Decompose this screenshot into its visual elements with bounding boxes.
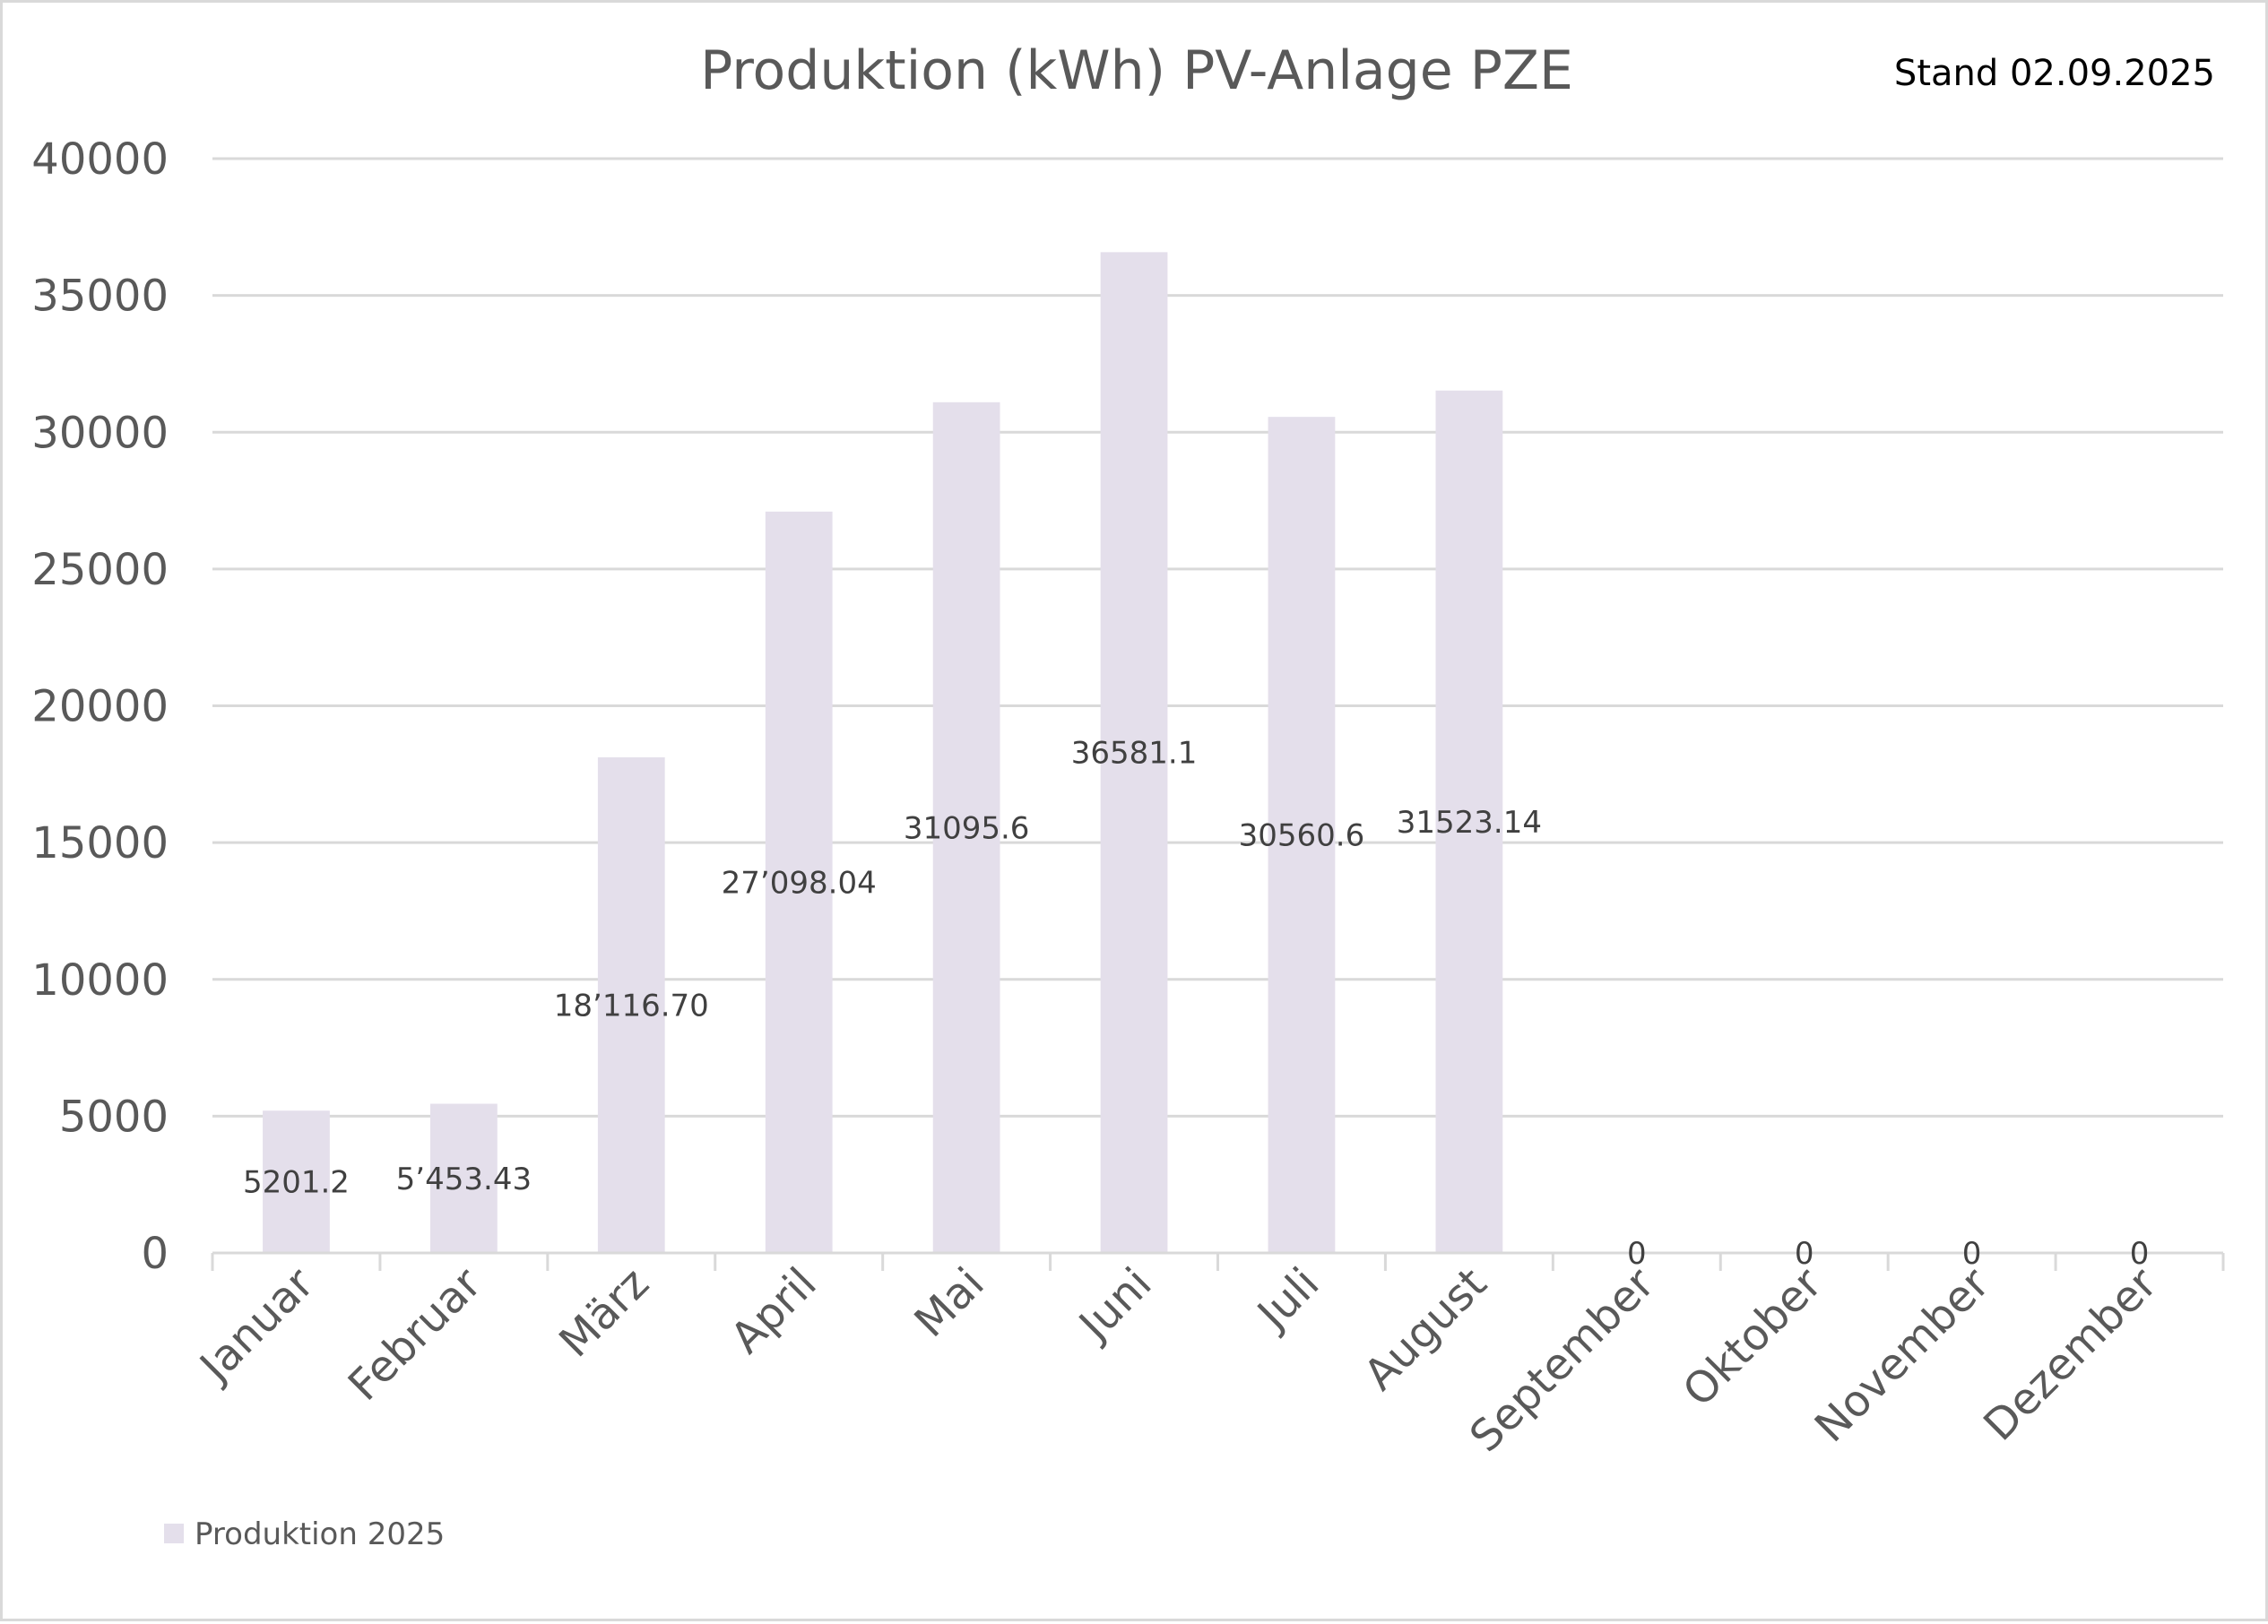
x-tick-label: Juli	[1246, 1258, 1329, 1341]
data-label: 31523.14	[1397, 805, 1542, 841]
y-tick-label: 0	[141, 1229, 169, 1279]
x-tick-label: November	[1805, 1258, 1999, 1452]
data-label: 30560.6	[1239, 818, 1365, 854]
x-tick-label: Januar	[189, 1258, 324, 1393]
bar	[1268, 417, 1336, 1253]
bar	[765, 511, 833, 1253]
bar	[263, 1110, 330, 1253]
data-label: 27’098.04	[722, 865, 877, 901]
data-labels: 5201.2 5’453.43 18’116.70 27’098.04 31095.6 3…	[243, 736, 2149, 1272]
bar	[1435, 390, 1503, 1253]
data-label: 5’453.43	[396, 1162, 532, 1197]
y-tick-label: 15000	[31, 818, 169, 868]
x-tick-label: April	[722, 1258, 827, 1363]
y-tick-label: 35000	[31, 272, 169, 322]
data-label: 31095.6	[904, 810, 1030, 846]
x-tick-label: August	[1355, 1258, 1496, 1400]
x-tick-label: Mai	[905, 1258, 993, 1347]
bar	[597, 756, 665, 1253]
bars	[263, 252, 1503, 1253]
bar-chart: Produktion (kWh) PV-Anlage PZE Stand 02.…	[31, 39, 2225, 1552]
data-label: 0	[1795, 1236, 1814, 1272]
y-tick-label: 25000	[31, 545, 169, 595]
legend: Produktion 2025	[164, 1516, 445, 1552]
x-axis-ticks: Januar Februar März April Mai Juni Juli AugustS…	[189, 1258, 2168, 1462]
x-axis	[211, 1251, 2225, 1271]
chart-title: Produktion (kWh) PV-Anlage PZE	[700, 39, 1573, 102]
y-tick-label: 5000	[59, 1092, 169, 1142]
y-tick-label: 10000	[31, 955, 169, 1006]
data-label: 5201.2	[243, 1165, 350, 1201]
gridlines	[212, 157, 2223, 1118]
status-date: Stand 02.09.2025	[1894, 53, 2215, 94]
bar	[932, 402, 1000, 1253]
y-tick-label: 20000	[31, 682, 169, 732]
data-label: 36581.1	[1071, 736, 1198, 772]
bar	[1100, 252, 1168, 1253]
x-tick-label: März	[550, 1258, 658, 1367]
y-tick-label: 30000	[31, 408, 169, 458]
x-tick-label: Dezember	[1974, 1258, 2167, 1451]
x-tick-label: Juni	[1068, 1258, 1161, 1352]
y-axis-ticks: 0 5000 10000 15000 20000 25000 30000 35000 40000	[31, 134, 169, 1279]
x-tick-label: Oktober	[1674, 1258, 1832, 1417]
legend-label: Produktion 2025	[195, 1516, 445, 1552]
data-label: 18’116.70	[554, 988, 709, 1024]
data-label: 0	[2130, 1236, 2150, 1272]
data-label: 0	[1627, 1236, 1647, 1272]
data-label: 0	[1962, 1236, 1982, 1272]
bar	[429, 1103, 498, 1253]
x-tick-label: Februar	[339, 1258, 491, 1411]
y-tick-label: 40000	[31, 134, 169, 185]
legend-swatch	[164, 1524, 184, 1543]
